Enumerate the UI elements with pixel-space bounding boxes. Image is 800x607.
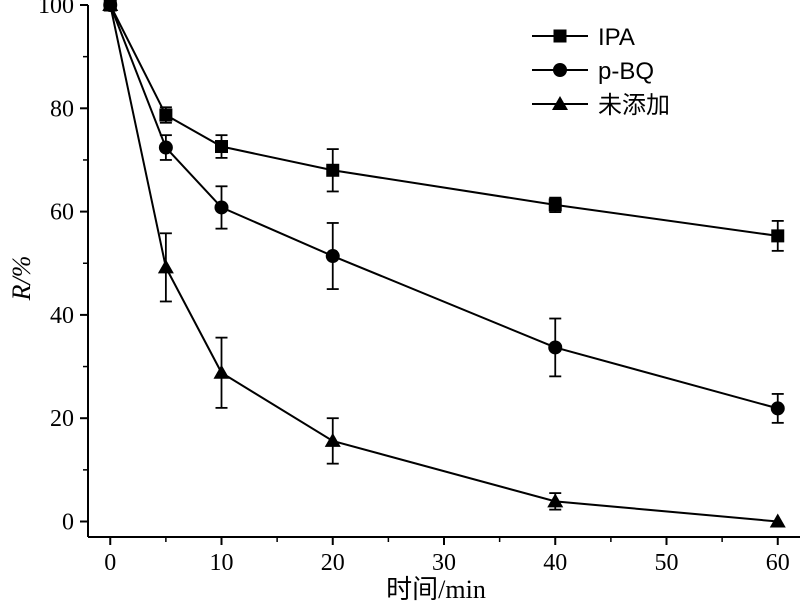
series-line [109,4,779,410]
legend-item: 未添加 [532,92,670,119]
x-tick-label: 30 [432,550,456,576]
data-point [102,0,119,11]
series-triangle [102,0,786,528]
series-line [109,4,778,523]
y-tick-label: 20 [50,406,74,432]
y-tick-label: 80 [50,96,74,122]
legend-label: p-BQ [598,58,654,85]
data-point [548,198,562,212]
data-point [771,229,785,243]
x-axis-title: 时间/min [386,575,486,604]
data-point [158,140,173,155]
legend-label: 未添加 [598,92,670,119]
plot-frame [87,5,800,538]
series-layer [102,0,786,528]
x-tick-label: 20 [321,550,345,576]
y-tick-label: 100 [38,0,74,19]
x-axis: 0 10 20 30 40 50 60 [104,537,790,576]
data-point [326,163,340,177]
legend-item: p-BQ [532,58,654,85]
data-point [157,259,174,274]
x-tick-label: 60 [766,550,790,576]
data-point [548,340,563,355]
series-square [103,0,785,252]
series-circle [103,0,785,424]
data-point [770,401,785,416]
data-point [325,249,340,264]
legend-marker [553,29,567,43]
data-point [215,140,228,154]
y-axis-title: R/% [7,256,36,302]
y-tick-label: 60 [50,200,74,226]
y-tick-label: 40 [50,303,74,329]
y-axis: 0 20 40 60 80 100 [38,0,88,536]
legend: IPA p-BQ 未添加 [532,24,670,119]
x-tick-label: 40 [543,550,567,576]
legend-item: IPA [532,24,635,51]
series-line [109,4,778,237]
legend-marker [552,96,568,110]
data-point [213,364,230,379]
y-tick-label: 0 [62,510,74,536]
data-point [547,493,564,508]
x-tick-label: 0 [104,550,116,576]
legend-label: IPA [598,24,635,51]
legend-marker [553,63,567,77]
data-point [769,513,786,528]
data-point [324,432,341,447]
data-point [159,108,173,122]
x-tick-label: 10 [210,550,234,576]
data-point [214,200,229,215]
x-tick-label: 50 [655,550,679,576]
